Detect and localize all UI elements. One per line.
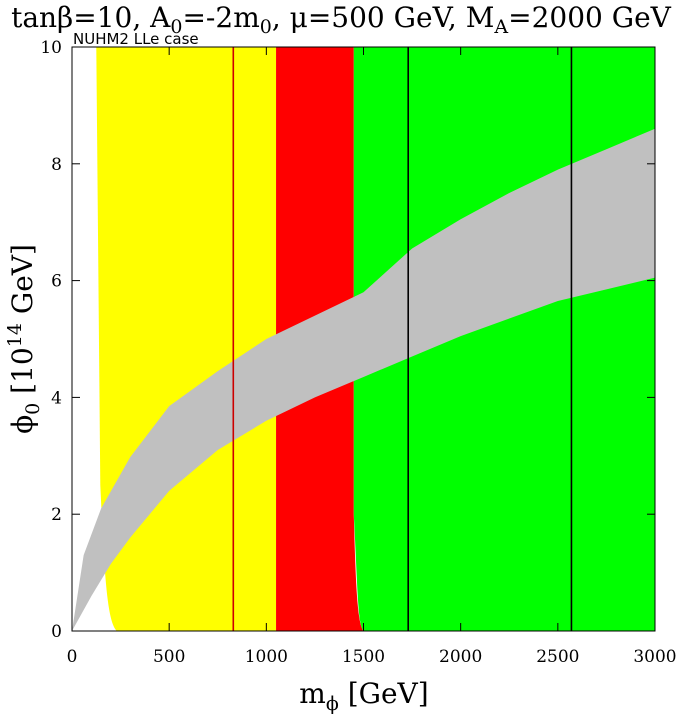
x-tick-label: 0 (67, 647, 78, 667)
plot-area (72, 47, 655, 631)
x-axis-label: mϕ [GeV] (299, 677, 428, 715)
y-tick-label: 10 (40, 38, 62, 58)
y-tick-label: 4 (51, 388, 62, 408)
x-tick-label: 2500 (536, 647, 579, 667)
chart-title: tanβ=10, A0=-2m0, μ=500 GeV, MA=2000 GeV (11, 1, 672, 38)
plot-content (72, 47, 655, 631)
y-tick-label: 8 (51, 155, 62, 175)
y-tick-label: 6 (51, 272, 62, 292)
x-tick-label: 3000 (633, 647, 676, 667)
y-tick-label: 2 (51, 505, 62, 525)
axes: 0 500 1000 1500 2000 2500 3000 0 2 4 6 8 10 (40, 38, 676, 667)
x-tick-label: 1500 (342, 647, 385, 667)
region-gray-band (72, 128, 655, 631)
x-tick-label: 500 (153, 647, 185, 667)
chart-subtitle: NUHM2 LLe case (73, 30, 199, 48)
x-tick-label: 1000 (245, 647, 288, 667)
x-tick-label: 2000 (439, 647, 482, 667)
y-axis-label: ϕ0 [1014 GeV] (4, 244, 44, 434)
y-tick-label: 0 (51, 622, 62, 642)
